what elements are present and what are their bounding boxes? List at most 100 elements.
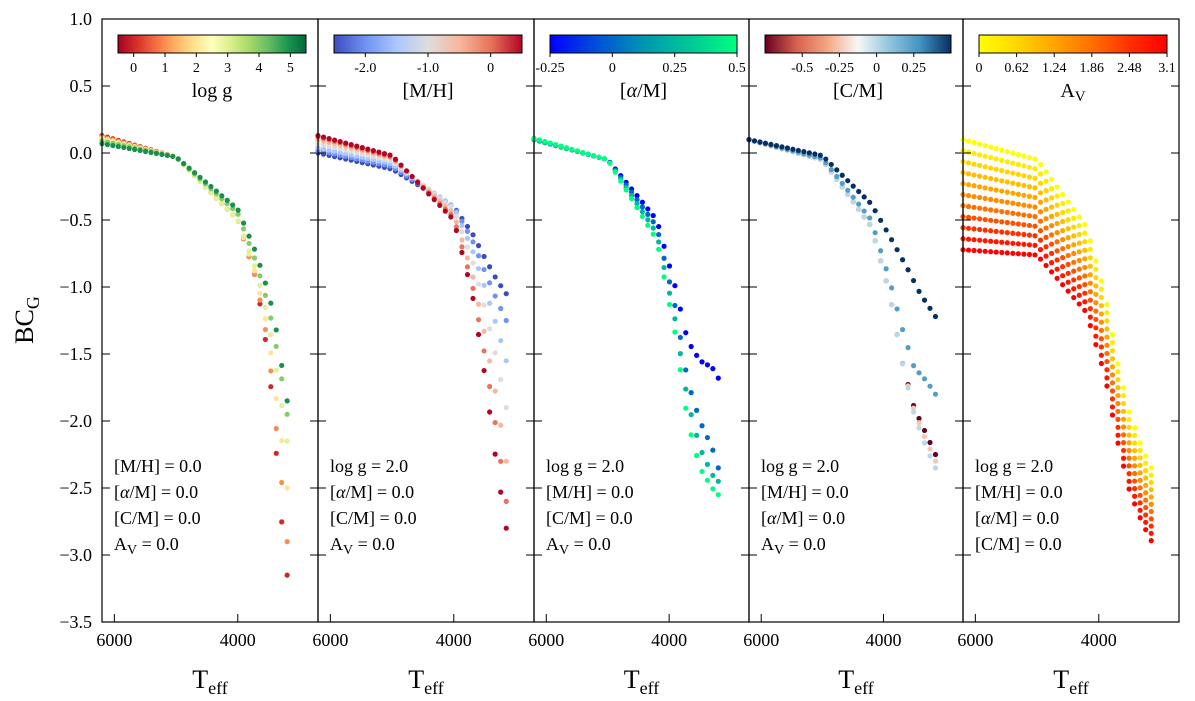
data-point [1120,400,1127,407]
data-point [1137,500,1143,506]
series [960,225,1154,529]
data-point [132,146,138,153]
data-point [1109,348,1116,354]
data-point [993,156,999,162]
colorbar-label: [C/M] [833,80,883,102]
data-point [993,218,999,224]
data-point [1065,288,1071,294]
data-point [1104,383,1110,389]
panel-frame [101,18,319,623]
data-point [784,145,790,151]
data-point [982,164,988,170]
data-point [1037,180,1044,186]
data-point [872,238,878,244]
data-point [1043,169,1049,175]
data-point [1109,340,1116,346]
data-point [1037,209,1044,215]
data-point [279,519,285,525]
data-point [262,336,268,343]
data-point [1043,262,1049,269]
data-point [988,165,994,171]
x-axis-title: Teff [838,665,874,698]
data-point [1076,214,1082,220]
data-point [927,305,933,311]
data-point [1120,440,1127,446]
data-point [453,213,459,220]
data-point [1132,432,1138,439]
data-point [475,301,482,307]
data-point [993,177,999,183]
data-point [398,162,404,168]
data-point [710,447,716,453]
data-point [392,156,399,162]
data-point [699,449,705,456]
series [960,203,1154,515]
data-point [1060,200,1066,207]
data-point [262,280,268,286]
data-point [999,147,1005,153]
data-point [503,317,509,324]
annotation-line: log g = 2.0 [330,456,408,476]
data-point [1043,216,1049,222]
data-point [1037,228,1044,234]
data-point [1076,257,1082,264]
data-point [1109,388,1116,394]
data-point [459,249,465,256]
data-point [1104,342,1110,348]
data-point [1010,210,1016,216]
x-tick-label: 4000 [1081,630,1117,650]
data-point [381,151,388,157]
data-point [431,197,437,203]
data-point [1015,251,1021,257]
data-point [110,142,116,149]
data-point [268,300,274,306]
data-point [224,197,230,203]
data-point [1026,193,1033,199]
data-point [1054,257,1060,263]
data-point [503,291,509,297]
data-point [899,326,906,333]
data-point [977,152,983,158]
data-point [370,148,376,154]
series [315,137,509,464]
data-point [1143,468,1149,474]
data-point [492,451,498,457]
data-point [1087,314,1093,320]
data-point [1137,477,1143,483]
data-point [1109,364,1116,370]
data-point [1126,440,1132,446]
data-point [965,203,972,210]
data-point [487,409,493,415]
data-point [1120,416,1127,422]
data-point [224,206,230,212]
data-point [1098,360,1104,367]
data-point [845,178,851,184]
data-point [878,248,884,254]
colorbar: -2.0 -1.0 0 [M/H] [333,34,523,102]
data-point [1032,194,1038,201]
data-point [240,233,247,239]
data-point [475,253,482,259]
data-point [762,140,769,146]
data-point [481,282,487,288]
data-point [1148,494,1154,500]
data-point [932,465,939,471]
data-point [574,148,580,154]
data-point [916,415,922,422]
data-point [1120,408,1127,414]
data-point [1093,325,1099,331]
data-point [1104,367,1110,373]
data-point [899,257,906,263]
data-point [1065,217,1071,223]
data-point [856,206,862,213]
data-point [905,385,911,391]
series [315,150,509,297]
data-point [104,142,111,148]
data-point [971,172,977,178]
data-point [1026,242,1033,248]
data-point [910,409,917,415]
data-point [850,199,856,205]
data-point [257,290,263,296]
colorbar-tick-label: 1 [162,61,169,76]
data-point [1098,327,1104,334]
